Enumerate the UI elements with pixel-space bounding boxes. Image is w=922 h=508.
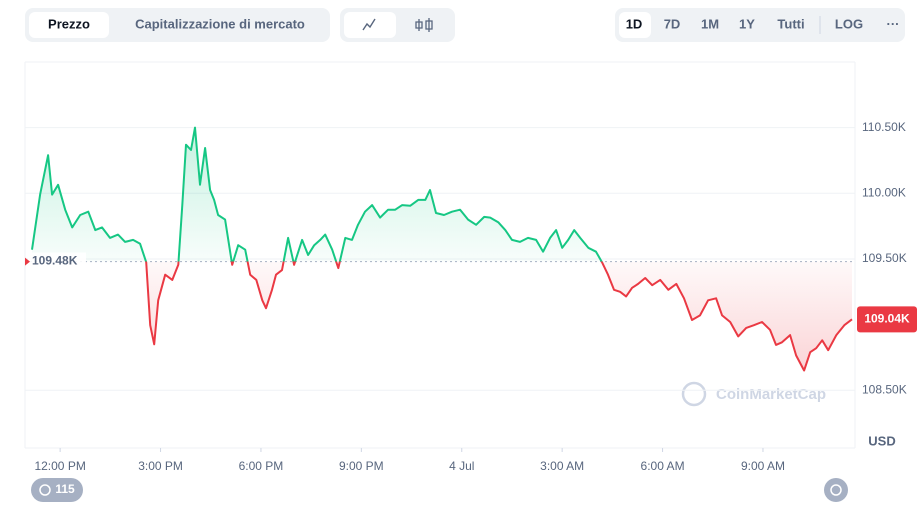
x-tick-label: 6:00 AM bbox=[641, 459, 685, 473]
time-button[interactable] bbox=[824, 478, 848, 502]
watermark-logo bbox=[681, 381, 707, 407]
badge-icon bbox=[39, 484, 51, 496]
watermark: CoinMarketCap bbox=[716, 386, 826, 403]
candle-icon[interactable] bbox=[415, 18, 433, 32]
range-button[interactable]: 1M bbox=[701, 16, 719, 31]
baseline-label-bg bbox=[28, 252, 86, 271]
x-tick-label: 6:00 PM bbox=[239, 459, 284, 473]
range-active-bg bbox=[619, 12, 651, 38]
y-tick-label: 110.00K bbox=[862, 185, 906, 199]
more-button[interactable]: ··· bbox=[887, 16, 900, 31]
x-tick-label: 12:00 PM bbox=[34, 459, 85, 473]
baseline-label: 109.48K bbox=[32, 254, 78, 268]
badge[interactable] bbox=[31, 478, 83, 502]
badge-count: 115 bbox=[55, 482, 75, 496]
tab-market-cap[interactable]: Capitalizzazione di mercato bbox=[135, 16, 305, 31]
x-tick-label: 3:00 AM bbox=[540, 459, 584, 473]
tab-price[interactable]: Prezzo bbox=[48, 16, 90, 31]
currency-label: USD bbox=[868, 433, 895, 448]
x-tick-label: 3:00 PM bbox=[138, 459, 183, 473]
last-price-label: 109.04K bbox=[864, 312, 910, 326]
range-button[interactable]: 7D bbox=[664, 16, 681, 31]
line-style-button[interactable] bbox=[344, 12, 396, 38]
price-line bbox=[31, 126, 853, 372]
y-tick-label: 109.50K bbox=[862, 251, 907, 265]
range-button[interactable]: 1Y bbox=[739, 16, 755, 31]
last-price-bg bbox=[857, 306, 917, 333]
x-tick-label: 9:00 AM bbox=[741, 459, 785, 473]
x-tick-label: 9:00 PM bbox=[339, 459, 384, 473]
range-group bbox=[615, 8, 905, 42]
baseline-marker bbox=[25, 257, 30, 266]
y-tick-label: 110.50K bbox=[862, 120, 906, 134]
range-button[interactable]: 1D bbox=[626, 16, 643, 31]
line-icon bbox=[362, 18, 376, 31]
tab-active-bg bbox=[29, 12, 109, 38]
price-area bbox=[32, 127, 852, 371]
x-tick-label: 4 Jul bbox=[449, 459, 474, 473]
log-button[interactable]: LOG bbox=[835, 16, 863, 31]
range-button[interactable]: Tutti bbox=[777, 16, 804, 31]
time-icon bbox=[830, 484, 842, 496]
y-tick-label: 108.50K bbox=[862, 382, 907, 396]
